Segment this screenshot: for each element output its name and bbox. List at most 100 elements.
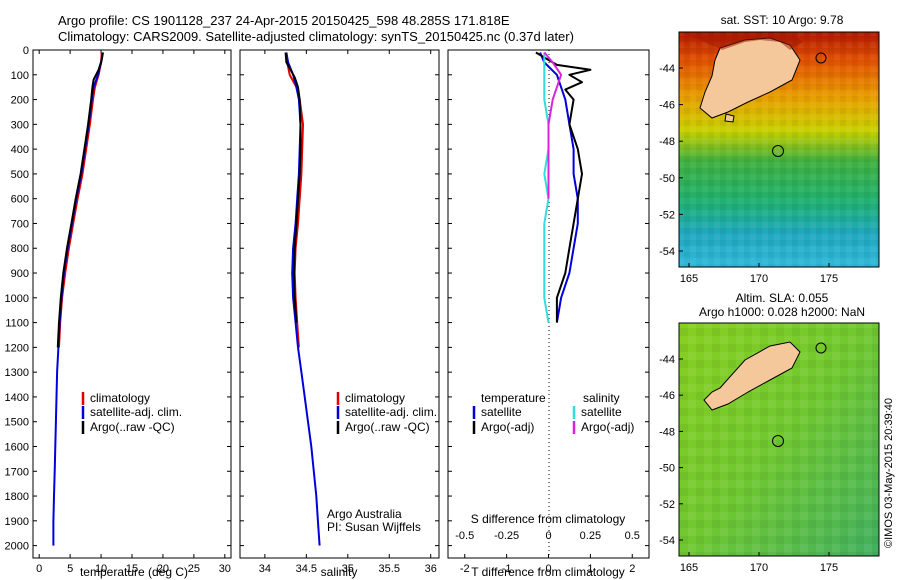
x-tick-label: 0 <box>36 563 42 575</box>
sst-map-frame <box>678 31 880 268</box>
lon-tick-label: 165 <box>680 273 698 285</box>
legend-climatology: climatology <box>345 391 405 405</box>
t-tick-label: 2 <box>629 563 635 575</box>
title-line-2: Climatology: CARS2009. Satellite-adjuste… <box>58 29 574 44</box>
s-tick-label: 0 <box>545 530 551 542</box>
sst-map: sat. SST: 10 Argo: 9.78 -44 -46 -48 -50 -52 -… <box>659 13 880 285</box>
lat-tick-label: -54 <box>659 246 675 258</box>
legend-sal-argo: Argo(-adj) <box>581 420 634 434</box>
depth-tick-label: 1100 <box>5 318 29 330</box>
s-tick-label: 0.25 <box>580 530 601 542</box>
t-tick-label: 1 <box>587 563 593 575</box>
series-line-sat_salinity <box>543 52 550 323</box>
sst-marker <box>815 52 827 64</box>
x-tick-label: 30 <box>219 563 231 575</box>
t-tick-label: -1 <box>502 563 512 575</box>
series-line-satellite <box>539 52 579 323</box>
depth-tick-label: 600 <box>11 194 29 206</box>
temperature-panel: 0100200300400500600700800900100011001200… <box>5 45 232 579</box>
series-line-argo_salinity <box>543 51 563 199</box>
lon-tick-label: 170 <box>750 273 768 285</box>
legend-satellite: satellite-adj. clim. <box>90 405 182 419</box>
s-tick-label: -0.5 <box>455 530 474 542</box>
legend-sal-satellite: satellite <box>581 405 622 419</box>
title-line-1: Argo profile: CS 1901128_237 24-Apr-2015… <box>58 13 510 28</box>
depth-tick-label: 1400 <box>5 392 29 404</box>
lat-tick-label: -50 <box>659 463 675 475</box>
lon-tick-label: 165 <box>680 562 698 574</box>
legend-climatology: climatology <box>90 391 150 405</box>
lon-tick-label: 170 <box>750 562 768 574</box>
lat-tick-label: -44 <box>659 63 675 75</box>
x-tick-label: 20 <box>157 563 169 575</box>
sla-marker <box>815 342 827 354</box>
lon-tick-label: 175 <box>820 562 838 574</box>
sla-map: Altim. SLA: 0.055 Argo h1000: 0.028 h200… <box>659 291 880 574</box>
sla-map-frame <box>678 322 880 557</box>
temperature-legend: climatology satellite-adj. clim. Argo(..… <box>81 391 182 434</box>
s-tick-label: 0.5 <box>625 530 640 542</box>
lat-tick-label: -48 <box>659 426 675 438</box>
x-tick-label: 36 <box>425 563 437 575</box>
x-tick-label: 34.5 <box>296 563 317 575</box>
depth-tick-label: 100 <box>11 70 29 82</box>
salinity-panel: 34 34.5 35 35.5 36 salinity climatology sate… <box>239 49 440 579</box>
depth-tick-label: 200 <box>11 95 29 107</box>
series-line-argo <box>284 52 302 323</box>
t-tick-label: -2 <box>460 563 470 575</box>
legend-heading-temperature: temperature <box>481 391 546 405</box>
sst-map-title: sat. SST: 10 Argo: 9.78 <box>721 13 844 27</box>
depth-tick-label: 1000 <box>5 293 29 305</box>
imos-watermark: ©IMOS 03-May-2015 20:39:40 <box>883 398 895 548</box>
depth-tick-label: 700 <box>11 218 29 230</box>
x-tick-label: 10 <box>95 563 107 575</box>
sla-map-title-1: Altim. SLA: 0.055 <box>736 291 829 305</box>
lat-tick-label: -48 <box>659 136 675 148</box>
x-tick-label: 35 <box>342 563 354 575</box>
depth-tick-label: 900 <box>11 268 29 280</box>
lat-tick-label: -50 <box>659 173 675 185</box>
salinity-axes-frame <box>239 49 440 559</box>
depth-tick-label: 0 <box>23 45 29 57</box>
s-difference-label: S difference from climatology <box>471 512 626 526</box>
lat-tick-label: -46 <box>659 390 675 402</box>
depth-tick-label: 500 <box>11 169 29 181</box>
depth-tick-label: 800 <box>11 243 29 255</box>
lat-tick-label: -54 <box>659 535 675 547</box>
sla-land-south-island <box>703 341 801 411</box>
series-line-satellite <box>285 52 321 546</box>
x-tick-label: 25 <box>188 563 200 575</box>
sst-warm-region <box>680 32 803 50</box>
depth-tick-label: 1200 <box>5 342 29 354</box>
salinity-legend: climatology satellite-adj. clim. Argo(..… <box>336 391 437 434</box>
sst-argo-position-marker <box>772 145 784 157</box>
x-tick-label: 15 <box>126 563 138 575</box>
depth-tick-label: 1900 <box>5 516 29 528</box>
sla-map-title-2: Argo h1000: 0.028 h2000: NaN <box>699 305 865 319</box>
legend-satellite: satellite-adj. clim. <box>345 405 437 419</box>
series-line-argo <box>56 52 104 348</box>
legend-heading-salinity: salinity <box>583 391 620 405</box>
depth-tick-label: 400 <box>11 144 29 156</box>
depth-tick-label: 1300 <box>5 367 29 379</box>
t-difference-label: T difference from climatology <box>471 565 625 579</box>
legend-temp-satellite: satellite <box>481 405 522 419</box>
t-tick-label: 0 <box>545 563 551 575</box>
depth-tick-label: 1800 <box>5 491 29 503</box>
series-line-argo <box>535 51 592 323</box>
lat-tick-label: -44 <box>659 354 675 366</box>
salinity-xlabel: salinity <box>321 565 358 579</box>
depth-tick-label: 1700 <box>5 466 29 478</box>
x-tick-label: 5 <box>67 563 73 575</box>
depth-tick-label: 1500 <box>5 417 29 429</box>
depth-tick-label: 1600 <box>5 441 29 453</box>
legend-argo: Argo(..raw -QC) <box>345 420 430 434</box>
legend-temp-argo: Argo(-adj) <box>481 420 534 434</box>
legend-argo: Argo(..raw -QC) <box>90 420 175 434</box>
lon-tick-label: 175 <box>820 273 838 285</box>
sst-land-stewart-island <box>724 113 735 123</box>
x-tick-label: 34 <box>259 563 271 575</box>
difference-panel: -2 -1 0 1 2 -0.5 -0.25 0 0.25 0.5 S difference fr… <box>447 49 650 579</box>
depth-tick-label: 2000 <box>5 541 29 553</box>
